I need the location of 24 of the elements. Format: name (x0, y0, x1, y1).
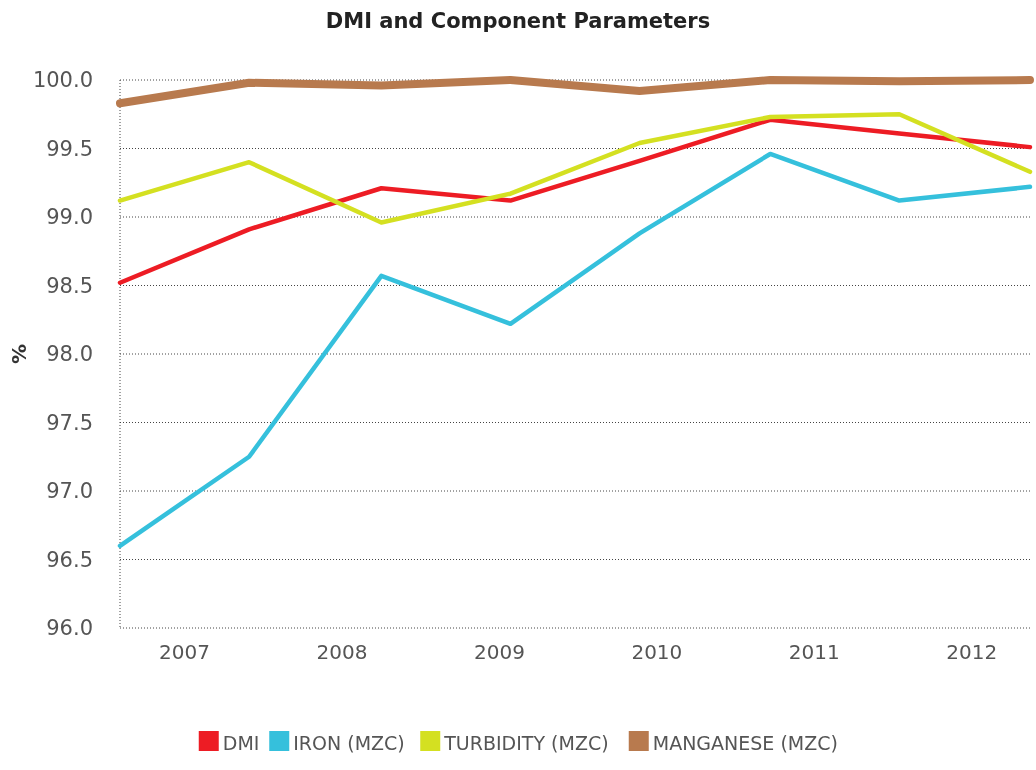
legend-label: DMI (222, 732, 260, 754)
y-tick-label: 99.0 (46, 205, 93, 230)
line-series (117, 117, 1033, 286)
chart-title: DMI and Component Parameters (325, 9, 711, 33)
x-tick-label: 2012 (946, 640, 998, 664)
y-tick-label: 98.0 (46, 342, 93, 367)
x-tick-label: 2008 (316, 640, 368, 664)
line-series (117, 112, 1033, 225)
y-axis-title: % (7, 343, 31, 365)
x-tick-label: 2007 (159, 640, 210, 664)
y-tick-label: 97.5 (46, 410, 93, 435)
y-tick-label: 96.5 (46, 547, 93, 572)
legend-label: TURBIDITY (MZC) (443, 732, 609, 754)
legend-label: MANGANESE (MZC) (652, 732, 838, 754)
x-tick-label: 2010 (631, 640, 683, 664)
legend-label: IRON (MZC) (293, 732, 405, 754)
y-tick-label: 98.5 (46, 273, 93, 298)
x-tick-label: 2009 (473, 640, 525, 664)
x-tick-label: 2011 (788, 640, 840, 664)
line-series (117, 151, 1033, 549)
y-tick-label: 100.0 (32, 68, 93, 93)
y-tick-label: 96.0 (46, 616, 93, 641)
y-tick-label: 97.0 (46, 479, 93, 504)
y-tick-label: 99.5 (46, 136, 93, 161)
